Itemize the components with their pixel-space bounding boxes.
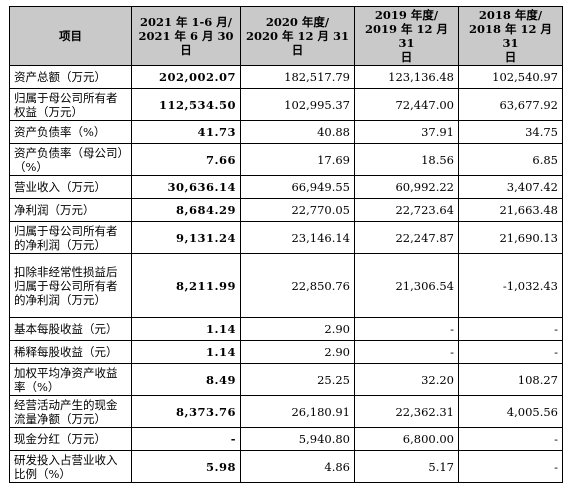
table-row: 资产总额（万元） 202,002.07 182,517.79 123,136.4… bbox=[9, 65, 563, 89]
cell-2021h1: 7.66 bbox=[131, 143, 241, 176]
header-item: 项目 bbox=[9, 6, 132, 66]
header-2020: 2020 年度/ 2020 年 12 月 31 日 bbox=[240, 6, 355, 66]
cell-2019: 18.56 bbox=[354, 143, 459, 176]
row-label: 资产负债率（%） bbox=[9, 120, 132, 144]
table-header-row: 项目 2021 年 1-6 月/ 2021 年 6 月 30 日 2020 年度… bbox=[9, 6, 563, 66]
row-label: 研发投入占营业收入比例（%） bbox=[9, 450, 132, 483]
cell-2018: - bbox=[458, 427, 563, 451]
cell-2021h1: 1.14 bbox=[131, 317, 241, 341]
cell-2021h1: 8,211.99 bbox=[131, 253, 241, 318]
cell-2020: 23,146.14 bbox=[240, 221, 355, 254]
cell-2020: 17.69 bbox=[240, 143, 355, 176]
cell-2021h1: 41.73 bbox=[131, 120, 241, 144]
cell-2021h1: 8.49 bbox=[131, 363, 241, 396]
table-row: 研发投入占营业收入比例（%） 5.98 4.86 5.17 - bbox=[9, 450, 563, 483]
row-label: 经营活动产生的现金流量净额（万元） bbox=[9, 395, 132, 428]
cell-2018: 4,005.56 bbox=[458, 395, 563, 428]
cell-2018: 6.85 bbox=[458, 143, 563, 176]
header-2021h1: 2021 年 1-6 月/ 2021 年 6 月 30 日 bbox=[131, 6, 241, 66]
cell-2020: 22,770.05 bbox=[240, 198, 355, 222]
cell-2018: 21,663.48 bbox=[458, 198, 563, 222]
table-row: 稀释每股收益（元） 1.14 2.90 - - bbox=[9, 340, 563, 364]
cell-2018: 34.75 bbox=[458, 120, 563, 144]
row-label: 现金分红（万元） bbox=[9, 427, 132, 451]
header-2018: 2018 年度/ 2018 年 12 月 31 日 bbox=[458, 6, 563, 66]
cell-2019: 22,362.31 bbox=[354, 395, 459, 428]
cell-2020: 102,995.37 bbox=[240, 88, 355, 121]
row-label: 扣除非经常性损益后归属于母公司所有者的净利润（万元） bbox=[9, 253, 132, 318]
row-label: 加权平均净资产收益率（%） bbox=[9, 363, 132, 396]
table-row: 归属于母公司所有者权益（万元） 112,534.50 102,995.37 72… bbox=[9, 88, 563, 121]
row-label: 营业收入（万元） bbox=[9, 175, 132, 199]
cell-2020: 2.90 bbox=[240, 317, 355, 341]
cell-2021h1: 9,131.24 bbox=[131, 221, 241, 254]
cell-2020: 2.90 bbox=[240, 340, 355, 364]
cell-2019: 72,447.00 bbox=[354, 88, 459, 121]
cell-2020: 182,517.79 bbox=[240, 65, 355, 89]
cell-2019: 22,723.64 bbox=[354, 198, 459, 222]
cell-2020: 66,949.55 bbox=[240, 175, 355, 199]
cell-2018: 102,540.97 bbox=[458, 65, 563, 89]
cell-2019: - bbox=[354, 317, 459, 341]
cell-2019: 21,306.54 bbox=[354, 253, 459, 318]
row-label: 稀释每股收益（元） bbox=[9, 340, 132, 364]
cell-2018: - bbox=[458, 340, 563, 364]
cell-2020: 4.86 bbox=[240, 450, 355, 483]
cell-2021h1: 202,002.07 bbox=[131, 65, 241, 89]
row-label: 归属于母公司所有者权益（万元） bbox=[9, 88, 132, 121]
row-label: 资产负债率（母公司）（%） bbox=[9, 143, 132, 176]
cell-2019: 6,800.00 bbox=[354, 427, 459, 451]
row-label: 资产总额（万元） bbox=[9, 65, 132, 89]
cell-2018: 3,407.42 bbox=[458, 175, 563, 199]
cell-2021h1: 8,684.29 bbox=[131, 198, 241, 222]
cell-2021h1: 1.14 bbox=[131, 340, 241, 364]
cell-2018: 63,677.92 bbox=[458, 88, 563, 121]
cell-2018: - bbox=[458, 317, 563, 341]
cell-2019: 37.91 bbox=[354, 120, 459, 144]
cell-2021h1: 30,636.14 bbox=[131, 175, 241, 199]
table-row: 资产负债率（%） 41.73 40.88 37.91 34.75 bbox=[9, 120, 563, 144]
table-row: 净利润（万元） 8,684.29 22,770.05 22,723.64 21,… bbox=[9, 198, 563, 222]
cell-2021h1: - bbox=[131, 427, 241, 451]
cell-2019: 60,992.22 bbox=[354, 175, 459, 199]
table-row: 营业收入（万元） 30,636.14 66,949.55 60,992.22 3… bbox=[9, 175, 563, 199]
cell-2019: - bbox=[354, 340, 459, 364]
cell-2019: 123,136.48 bbox=[354, 65, 459, 89]
cell-2018: 108.27 bbox=[458, 363, 563, 396]
cell-2020: 40.88 bbox=[240, 120, 355, 144]
table-row: 归属于母公司所有者的净利润（万元） 9,131.24 23,146.14 22,… bbox=[9, 221, 563, 254]
cell-2020: 26,180.91 bbox=[240, 395, 355, 428]
table-row: 资产负债率（母公司）（%） 7.66 17.69 18.56 6.85 bbox=[9, 143, 563, 176]
cell-2020: 22,850.76 bbox=[240, 253, 355, 318]
cell-2020: 25.25 bbox=[240, 363, 355, 396]
table-row: 扣除非经常性损益后归属于母公司所有者的净利润（万元） 8,211.99 22,8… bbox=[9, 253, 563, 318]
cell-2020: 5,940.80 bbox=[240, 427, 355, 451]
row-label: 净利润（万元） bbox=[9, 198, 132, 222]
cell-2021h1: 5.98 bbox=[131, 450, 241, 483]
cell-2019: 32.20 bbox=[354, 363, 459, 396]
financial-data-table: 项目 2021 年 1-6 月/ 2021 年 6 月 30 日 2020 年度… bbox=[9, 6, 563, 483]
table-row: 加权平均净资产收益率（%） 8.49 25.25 32.20 108.27 bbox=[9, 363, 563, 396]
table-row: 经营活动产生的现金流量净额（万元） 8,373.76 26,180.91 22,… bbox=[9, 395, 563, 428]
cell-2021h1: 112,534.50 bbox=[131, 88, 241, 121]
cell-2018: - bbox=[458, 450, 563, 483]
cell-2018: -1,032.43 bbox=[458, 253, 563, 318]
cell-2021h1: 8,373.76 bbox=[131, 395, 241, 428]
table-row: 现金分红（万元） - 5,940.80 6,800.00 - bbox=[9, 427, 563, 451]
table-row: 基本每股收益（元） 1.14 2.90 - - bbox=[9, 317, 563, 341]
row-label: 基本每股收益（元） bbox=[9, 317, 132, 341]
row-label: 归属于母公司所有者的净利润（万元） bbox=[9, 221, 132, 254]
cell-2018: 21,690.13 bbox=[458, 221, 563, 254]
cell-2019: 22,247.87 bbox=[354, 221, 459, 254]
header-2019: 2019 年度/ 2019 年 12 月 31 日 bbox=[354, 6, 459, 66]
cell-2019: 5.17 bbox=[354, 450, 459, 483]
